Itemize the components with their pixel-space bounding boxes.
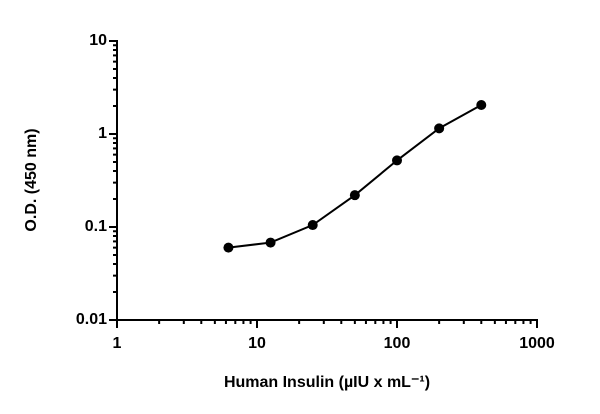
x-axis-title: Human Insulin (µIU x mL⁻¹) bbox=[224, 374, 430, 391]
data-point bbox=[307, 220, 318, 231]
y-tick-label: 10 bbox=[89, 32, 107, 49]
x-tick-label: 100 bbox=[384, 335, 411, 352]
x-tick-label: 1000 bbox=[519, 335, 555, 352]
y-axis-title: O.D. (450 nm) bbox=[23, 128, 40, 231]
y-tick-label: 0.01 bbox=[76, 311, 107, 328]
y-tick-label: 1 bbox=[98, 125, 107, 142]
y-tick-label: 0.1 bbox=[85, 218, 107, 235]
data-point bbox=[265, 237, 276, 248]
x-tick-label: 1 bbox=[113, 335, 122, 352]
data-point bbox=[349, 190, 360, 201]
data-point bbox=[434, 123, 445, 134]
data-point bbox=[223, 242, 234, 253]
data-point bbox=[392, 155, 402, 166]
x-tick-label: 10 bbox=[248, 335, 266, 352]
data-point bbox=[476, 100, 487, 111]
